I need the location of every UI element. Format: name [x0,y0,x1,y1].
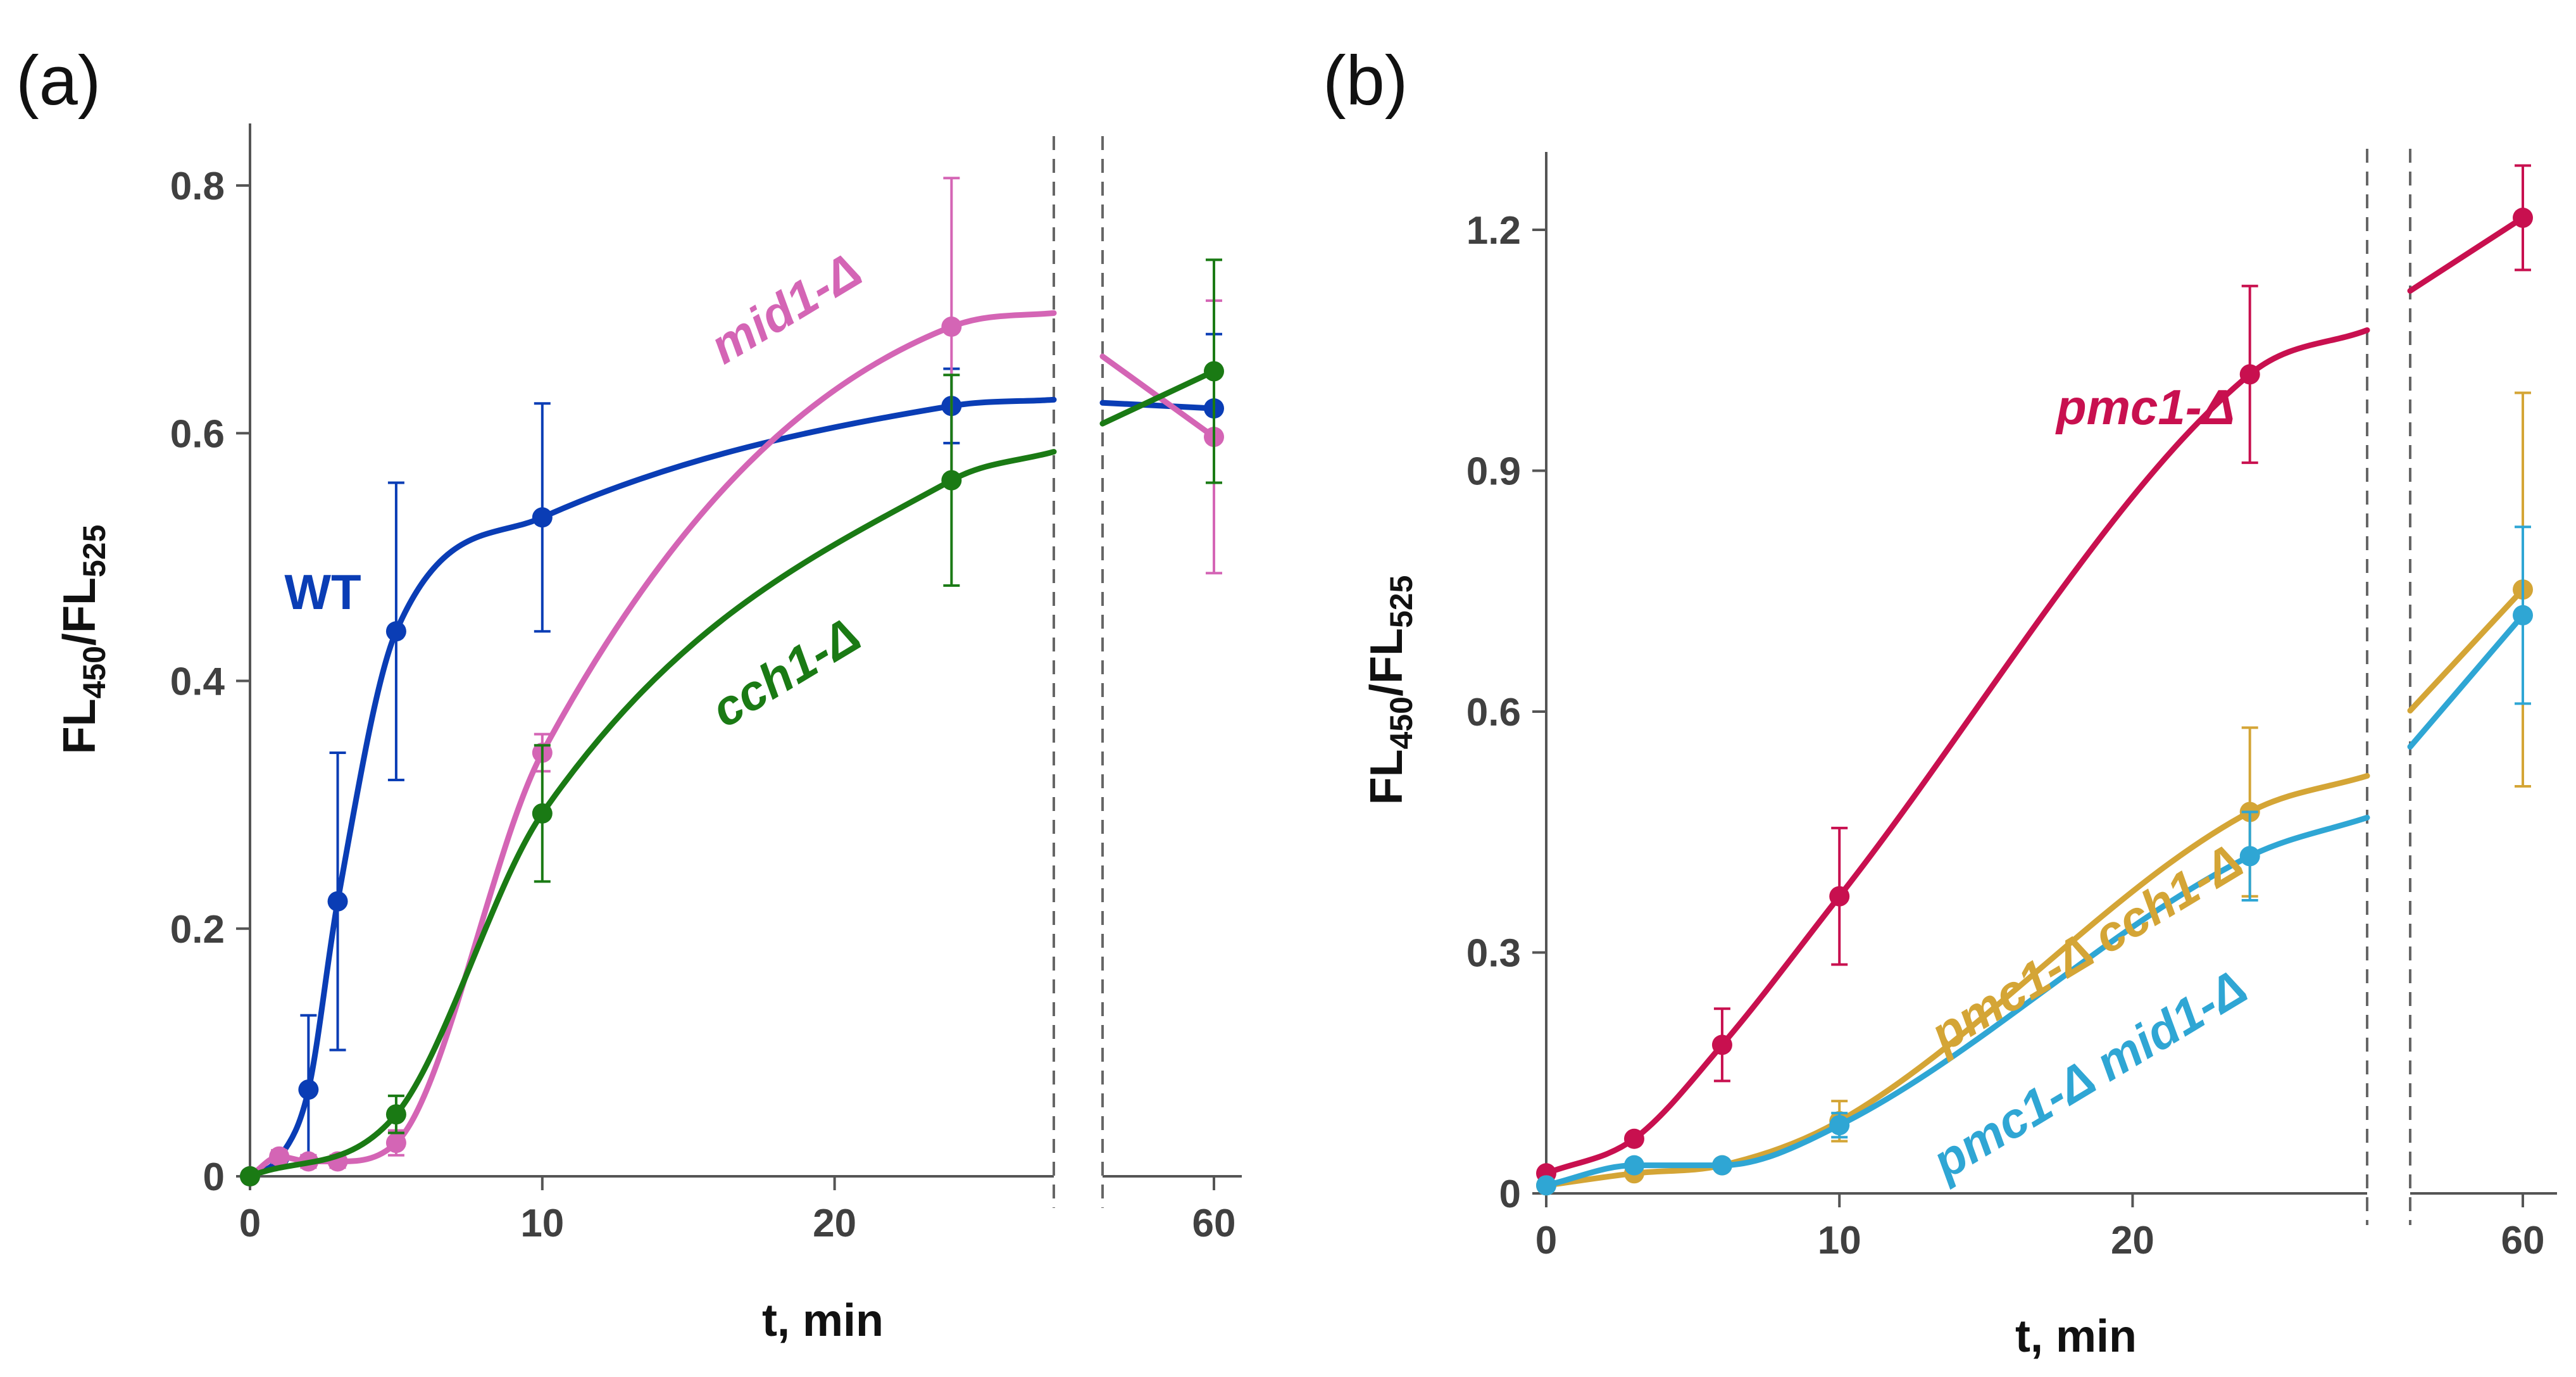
x-tick-label: 0 [1535,1219,1557,1262]
data-point [1829,886,1850,907]
data-point [1623,1128,1644,1149]
x-tick-label: 20 [2111,1219,2154,1262]
data-point [385,621,406,642]
data-point [1623,1155,1644,1176]
data-point [2513,605,2533,626]
data-point [532,507,553,528]
y-axis-title: FL450/FL525 [1361,575,1419,805]
series-curve [247,310,1057,1179]
series-0 [1536,164,2533,1184]
data-point [327,891,348,912]
data-point [298,1079,319,1100]
data-point [2513,207,2533,228]
data-point [385,1133,406,1154]
x-axis-title: t, min [762,1295,884,1346]
data-point [2239,364,2260,385]
data-point [1711,1155,1732,1176]
x-tick-label-60: 60 [1192,1202,1236,1245]
series-0 [240,332,1224,1186]
data-point [941,317,962,337]
data-point [1536,1175,1556,1196]
series-curve-60 [2407,612,2526,750]
data-point [240,1166,260,1186]
series-2 [1536,525,2533,1196]
y-tick-label: 1.2 [1466,209,1521,253]
y-tick-label: 0.2 [170,908,225,952]
y-tick-label: 0.9 [1466,450,1521,494]
x-axis-title: t, min [2015,1311,2137,1362]
x-tick-label-60: 60 [2501,1219,2545,1262]
y-tick-label: 0 [203,1155,225,1199]
x-tick-label: 0 [239,1202,261,1245]
data-point [1204,361,1224,382]
x-tick-label: 10 [1818,1219,1861,1262]
panel-label: (a) [16,42,101,120]
data-point [1711,1034,1732,1055]
y-axis-title: FL450/FL525 [54,525,112,755]
series-curve-60 [1099,368,1217,427]
y-tick-label: 0.6 [170,412,225,456]
y-tick-label: 0 [1499,1173,1521,1216]
series-curve-60 [2407,586,2526,714]
y-tick-label: 0.8 [170,165,225,208]
series-label: mid1-Δ [701,242,871,375]
data-point [269,1146,290,1167]
x-tick-label: 20 [813,1202,856,1245]
series-curve [247,396,1057,1179]
data-point [1829,1115,1850,1136]
panel-label: (b) [1323,42,1408,120]
data-point [2239,846,2260,867]
y-tick-label: 0.3 [1466,932,1521,976]
series-2 [240,258,1224,1186]
data-point [385,1104,406,1125]
data-point [941,470,962,491]
series-label: WT [284,564,361,620]
series-label: pmc1-Δ [2055,379,2235,435]
panel-b: (b) 0 0.3 0.6 0.9 1.2 0 10 20 60 t, min FL450/FL525… [1323,42,2557,1362]
series-curve-60 [2407,215,2526,294]
series-label: cch1-Δ [702,607,870,738]
y-tick-label: 0.6 [1466,691,1521,734]
y-tick-label: 0.4 [170,660,225,704]
series-curve-60 [1099,399,1217,412]
panel-a: (a) 0 0.2 0.4 0.6 0.8 0 10 20 60 t, min FL450/FL525… [16,42,1242,1346]
x-tick-label: 10 [520,1202,564,1245]
data-point [532,803,553,824]
series-curve [247,449,1057,1179]
